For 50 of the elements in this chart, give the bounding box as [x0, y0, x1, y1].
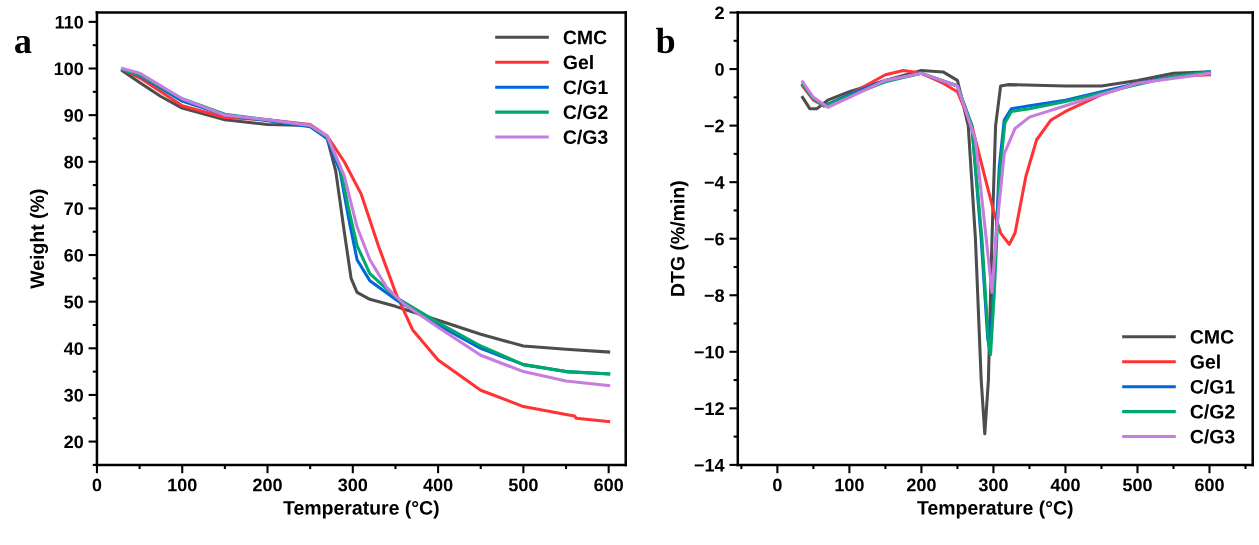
y-tick-label: 30 [64, 388, 84, 402]
y-tick-label: −4 [704, 176, 725, 189]
y-tick-label: 60 [64, 248, 84, 262]
legend-label: C/G1 [1190, 379, 1235, 394]
legend-label: C/G3 [563, 129, 608, 145]
legend-label: CMC [1190, 330, 1234, 344]
legend-label: Gel [563, 54, 593, 70]
x-tick-label: 300 [978, 478, 1008, 492]
y-tick-label: 100 [54, 62, 84, 76]
y-tick-label: −6 [704, 232, 724, 246]
x-axis-title: Temperature (°C) [917, 500, 1073, 519]
y-axis-title: Weight (%) [29, 189, 49, 289]
y-tick-label: 110 [55, 15, 84, 29]
legend-label: Gel [1190, 354, 1220, 369]
y-tick-label: 40 [63, 342, 84, 356]
y-tick-label: −10 [694, 345, 724, 359]
text: b [656, 27, 675, 54]
y-tick-label: −2 [704, 119, 724, 133]
y-tick-label: 20 [64, 435, 84, 449]
x-tick-label: 500 [508, 478, 538, 492]
legend-label: C/G1 [563, 79, 608, 95]
legend-label: C/G2 [1190, 404, 1235, 419]
y-tick-label: 2 [715, 6, 724, 20]
x-tick-label: 600 [1195, 478, 1224, 492]
legend-label: C/G3 [1190, 429, 1235, 444]
x-tick-label: 100 [835, 478, 864, 492]
text: a [15, 35, 32, 54]
x-tick-label: 200 [906, 478, 936, 492]
y-tick-label: 90 [64, 109, 84, 122]
y-axis-title: DTG (%/min) [670, 181, 689, 296]
x-tick-label: 0 [773, 478, 782, 492]
line-series [801, 71, 1212, 294]
x-tick-label: 400 [1050, 478, 1080, 492]
x-tick-label: 400 [423, 478, 453, 492]
y-tick-label: −14 [694, 459, 725, 472]
legend-label: CMC [563, 30, 607, 45]
y-tick-label: 70 [64, 202, 84, 216]
y-tick-label: −8 [704, 289, 725, 302]
x-tick-label: 500 [1122, 478, 1152, 492]
x-tick-label: 100 [168, 478, 197, 492]
x-axis-title: Temperature (°C) [283, 500, 439, 519]
x-tick-label: 600 [594, 478, 623, 492]
y-tick-label: 0 [715, 63, 724, 76]
y-tick-label: 50 [64, 295, 84, 309]
legend-label: C/G2 [563, 104, 608, 120]
x-tick-label: 0 [92, 478, 102, 492]
y-tick-label: 80 [64, 155, 84, 169]
x-tick-label: 300 [338, 478, 368, 492]
x-tick-label: 200 [253, 478, 282, 492]
y-tick-label: −12 [694, 402, 724, 415]
